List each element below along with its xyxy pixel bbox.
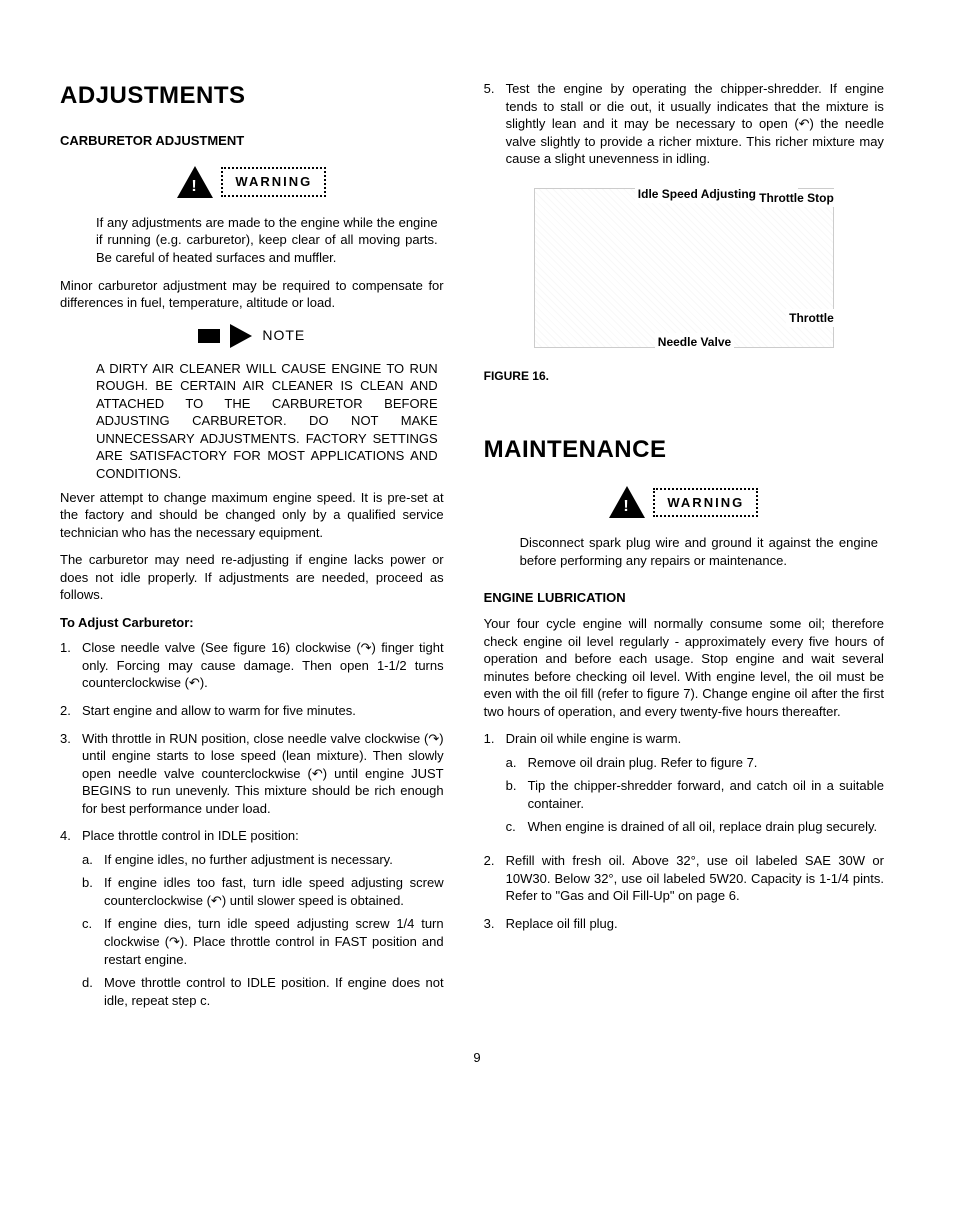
step-text: Close needle valve (See figure 16) clock… — [82, 639, 444, 692]
step-2: 2. Start engine and allow to warm for fi… — [60, 702, 444, 720]
substep-text: Tip the chipper-shredder forward, and ca… — [528, 777, 884, 812]
label-throttle: Throttle — [786, 309, 837, 327]
maintenance-title: MAINTENANCE — [484, 434, 884, 466]
step-3: 3. With throttle in RUN position, close … — [60, 730, 444, 818]
step-num: 5. — [484, 80, 506, 168]
label-throttle-stop: Throttle Stop — [756, 189, 837, 207]
lube-substep-c: c. When engine is drained of all oil, re… — [506, 818, 884, 836]
substep-letter: c. — [506, 818, 528, 836]
lube-step-3: 3. Replace oil fill plug. — [484, 915, 884, 933]
step-4: 4. Place throttle control in IDLE positi… — [60, 827, 444, 1015]
substep-d: d. Move throttle control to IDLE positio… — [82, 974, 444, 1009]
step-num: 3. — [484, 915, 506, 933]
step-text: With throttle in RUN position, close nee… — [82, 730, 444, 818]
warning-icon — [177, 166, 213, 198]
lube-step-1-intro: Drain oil while engine is warm. — [506, 731, 682, 746]
warning-icon — [609, 486, 645, 518]
warning-label: WARNING — [653, 488, 758, 518]
step-num: 2. — [484, 852, 506, 905]
substep-text: If engine idles too fast, turn idle spee… — [104, 874, 444, 909]
substep-text: If engine dies, turn idle speed adjustin… — [104, 915, 444, 968]
step-text: Start engine and allow to warm for five … — [82, 702, 444, 720]
label-needle-valve: Needle Valve — [655, 333, 734, 351]
step-4-sublist: a. If engine idles, no further adjustmen… — [82, 851, 444, 1009]
note-box: NOTE — [60, 324, 444, 348]
step-num: 3. — [60, 730, 82, 818]
lube-para: Your four cycle engine will normally con… — [484, 615, 884, 720]
step-text: Drain oil while engine is warm. a. Remov… — [506, 730, 884, 842]
lube-substep-a: a. Remove oil drain plug. Refer to figur… — [506, 754, 884, 772]
substep-letter: b. — [506, 777, 528, 812]
substep-letter: a. — [506, 754, 528, 772]
warning-label: WARNING — [221, 167, 326, 197]
never-para: Never attempt to change maximum engine s… — [60, 489, 444, 542]
substep-text: If engine idles, no further adjustment i… — [104, 851, 444, 869]
step-num: 1. — [484, 730, 506, 842]
step-1: 1. Close needle valve (See figure 16) cl… — [60, 639, 444, 692]
minor-para: Minor carburetor adjustment may be requi… — [60, 277, 444, 312]
step-num: 1. — [60, 639, 82, 692]
carb-para: The carburetor may need re-adjusting if … — [60, 551, 444, 604]
adjust-steps: 1. Close needle valve (See figure 16) cl… — [60, 639, 444, 1015]
warning-text-2: Disconnect spark plug wire and ground it… — [520, 534, 878, 569]
warning-text-1: If any adjustments are made to the engin… — [96, 214, 438, 267]
substep-letter: c. — [82, 915, 104, 968]
step-text: Replace oil fill plug. — [506, 915, 884, 933]
lube-step-1-sublist: a. Remove oil drain plug. Refer to figur… — [506, 754, 884, 836]
warning-box-2: WARNING — [484, 486, 884, 518]
substep-a: a. If engine idles, no further adjustmen… — [82, 851, 444, 869]
page-number: 9 — [60, 1049, 894, 1067]
step-text: Test the engine by operating the chipper… — [506, 80, 884, 168]
lube-steps: 1. Drain oil while engine is warm. a. Re… — [484, 730, 884, 932]
substep-text: When engine is drained of all oil, repla… — [528, 818, 884, 836]
substep-text: Move throttle control to IDLE position. … — [104, 974, 444, 1009]
substep-letter: b. — [82, 874, 104, 909]
lube-step-2: 2. Refill with fresh oil. Above 32°, use… — [484, 852, 884, 905]
note-text: A DIRTY AIR CLEANER WILL CAUSE ENGINE TO… — [96, 360, 438, 483]
step-num: 2. — [60, 702, 82, 720]
figure-16: Idle Speed Adjusting Screw Throttle Stop… — [484, 188, 884, 348]
warning-box-1: WARNING — [60, 166, 444, 198]
step-4-intro: Place throttle control in IDLE position: — [82, 828, 299, 843]
step-text: Refill with fresh oil. Above 32°, use oi… — [506, 852, 884, 905]
lube-heading: ENGINE LUBRICATION — [484, 589, 884, 607]
engine-diagram: Idle Speed Adjusting Screw Throttle Stop… — [534, 188, 834, 348]
step-num: 4. — [60, 827, 82, 1015]
adjustments-title: ADJUSTMENTS — [60, 80, 444, 112]
lube-step-1: 1. Drain oil while engine is warm. a. Re… — [484, 730, 884, 842]
carb-subtitle: CARBURETOR ADJUSTMENT — [60, 132, 444, 150]
substep-letter: d. — [82, 974, 104, 1009]
substep-c: c. If engine dies, turn idle speed adjus… — [82, 915, 444, 968]
figure-caption: FIGURE 16. — [484, 368, 884, 384]
right-steps: 5. Test the engine by operating the chip… — [484, 80, 884, 168]
note-arrow-icon — [230, 324, 252, 348]
step-text: Place throttle control in IDLE position:… — [82, 827, 444, 1015]
note-label: NOTE — [262, 326, 305, 345]
substep-text: Remove oil drain plug. Refer to figure 7… — [528, 754, 884, 772]
adjust-heading: To Adjust Carburetor: — [60, 614, 444, 632]
step-5: 5. Test the engine by operating the chip… — [484, 80, 884, 168]
note-arrow-tail — [198, 329, 220, 343]
substep-b: b. If engine idles too fast, turn idle s… — [82, 874, 444, 909]
substep-letter: a. — [82, 851, 104, 869]
lube-substep-b: b. Tip the chipper-shredder forward, and… — [506, 777, 884, 812]
